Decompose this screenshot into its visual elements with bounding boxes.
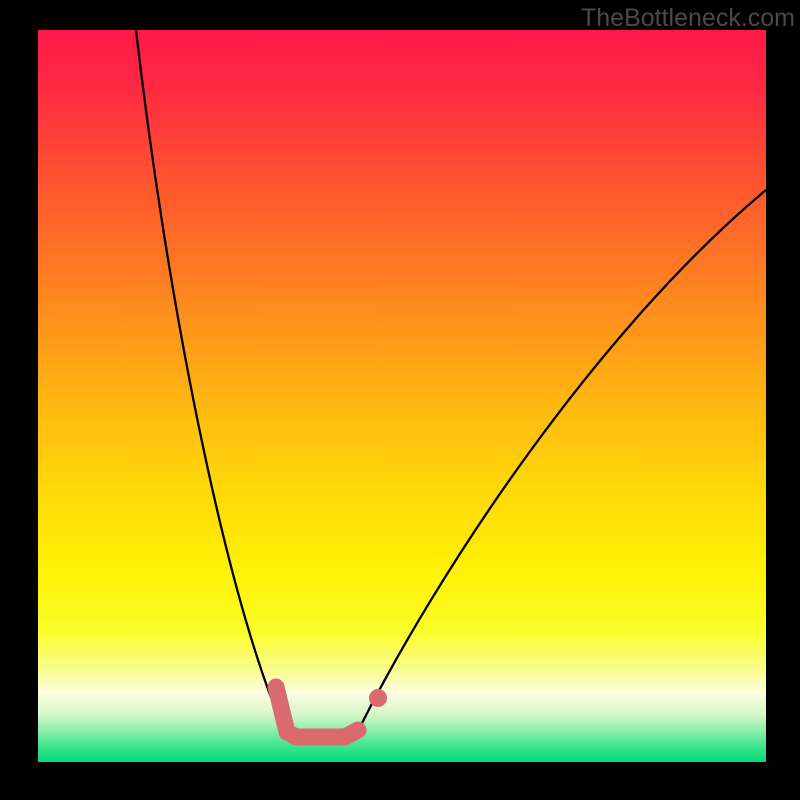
plot-area (38, 30, 766, 762)
watermark-text: TheBottleneck.com (581, 4, 795, 33)
frame-border-bottom (0, 762, 800, 800)
gradient-background (38, 30, 766, 762)
frame-border-right (766, 0, 800, 800)
chart-svg (38, 30, 766, 762)
frame-border-left (0, 0, 38, 800)
